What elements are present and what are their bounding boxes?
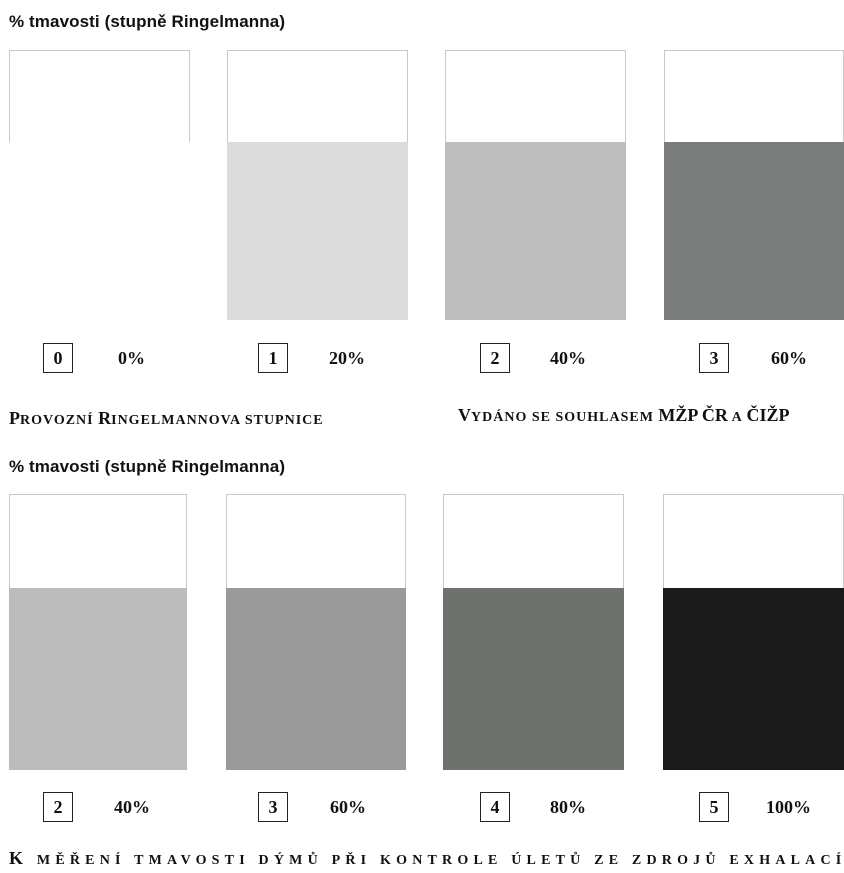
footer-title: K MĚŘENÍ TMAVOSTI DÝMŮ PŘI KONTROLE ÚLET… (9, 848, 844, 869)
caption-initial: R (98, 408, 112, 428)
caption-authority: MŽP ČR (658, 405, 728, 425)
caption-part: A (727, 410, 747, 425)
swatch-grade-4 (443, 494, 624, 770)
caption-part: INGELMANNOVA STUPNICE (111, 413, 324, 428)
swatch-top (663, 494, 844, 588)
swatch-fill (443, 588, 624, 770)
panel2-title: % tmavosti (stupně Ringelmanna) (9, 457, 286, 476)
percent-label: 20% (329, 348, 365, 368)
grade-number-box: 3 (258, 792, 288, 822)
percent-label: 0% (118, 348, 145, 368)
footer-text: MĚŘENÍ TMAVOSTI DÝMŮ PŘI KONTROLE ÚLETŮ … (28, 853, 844, 868)
swatch-grade-3 (226, 494, 406, 770)
swatch-grade-3 (664, 50, 844, 320)
swatch-top (9, 50, 190, 142)
swatch-grade-2 (9, 494, 187, 770)
caption-initial: V (458, 405, 471, 425)
swatch-fill (663, 588, 844, 770)
percent-label: 60% (771, 348, 807, 368)
grade-number-box: 5 (699, 792, 729, 822)
swatch-top (664, 50, 844, 142)
grade-number-box: 4 (480, 792, 510, 822)
grade-number-box: 2 (43, 792, 73, 822)
scale-caption: PROVOZNÍ RINGELMANNOVA STUPNICE (9, 408, 324, 429)
percent-label: 40% (550, 348, 586, 368)
grade-number-box: 3 (699, 343, 729, 373)
swatch-fill (9, 142, 190, 320)
swatch-top (9, 494, 187, 588)
caption-initial: P (9, 408, 20, 428)
swatch-grade-2 (445, 50, 626, 320)
caption-part: YDÁNO SE SOUHLASEM (471, 410, 659, 425)
swatch-top (226, 494, 406, 588)
grade-number-box: 0 (43, 343, 73, 373)
caption-authority: ČIŽP (746, 405, 790, 425)
percent-label: 80% (550, 797, 586, 817)
percent-label: 40% (114, 797, 150, 817)
grade-number-box: 1 (258, 343, 288, 373)
swatch-grade-0 (9, 50, 190, 320)
swatch-grade-1 (227, 50, 408, 320)
swatch-fill (445, 142, 626, 320)
swatch-top (227, 50, 408, 142)
approval-caption: VYDÁNO SE SOUHLASEM MŽP ČR A ČIŽP (458, 405, 790, 426)
percent-label: 60% (330, 797, 366, 817)
caption-part: ROVOZNÍ (20, 413, 99, 428)
swatch-fill (226, 588, 406, 770)
swatch-fill (227, 142, 408, 320)
swatch-fill (9, 588, 187, 770)
swatch-top (443, 494, 624, 588)
swatch-grade-5 (663, 494, 844, 770)
swatch-top (445, 50, 626, 142)
panel1-title: % tmavosti (stupně Ringelmanna) (9, 12, 286, 31)
swatch-fill (664, 142, 844, 320)
footer-initial: K (9, 848, 29, 868)
grade-number-box: 2 (480, 343, 510, 373)
percent-label: 100% (766, 797, 811, 817)
